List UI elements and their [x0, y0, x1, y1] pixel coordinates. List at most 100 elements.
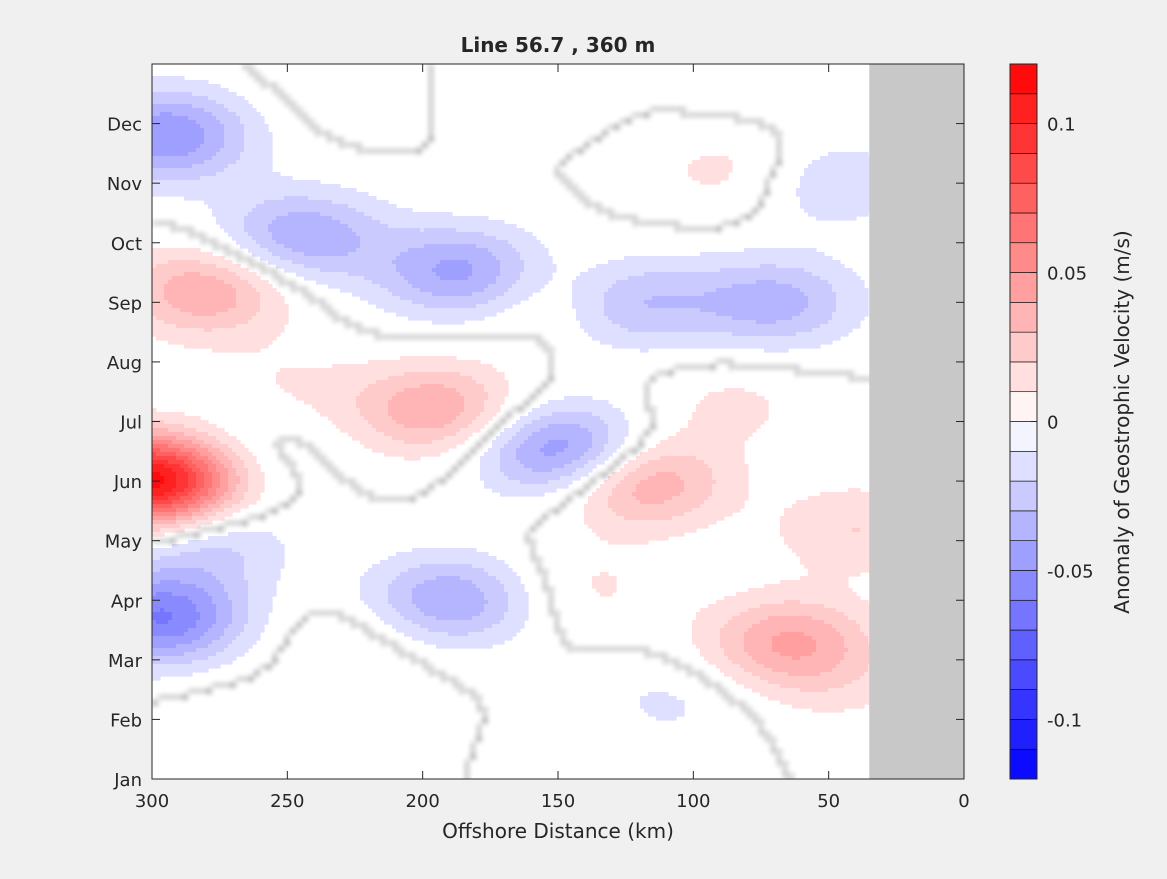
heatmap-cell [848, 168, 853, 173]
heatmap-cell [708, 320, 713, 325]
heatmap-cell [484, 272, 489, 277]
heatmap-cell [864, 192, 869, 197]
heatmap-cell [168, 248, 173, 253]
heatmap-cell [380, 204, 385, 209]
heatmap-cell [504, 256, 509, 261]
heatmap-cell [352, 288, 357, 293]
heatmap-cell [824, 296, 829, 301]
heatmap-cell [680, 324, 685, 329]
heatmap-cell [300, 192, 305, 197]
heatmap-cell [792, 256, 797, 261]
heatmap-cell [388, 276, 393, 281]
heatmap-cell [764, 312, 769, 317]
heatmap-cell [688, 300, 693, 305]
heatmap-cell [440, 320, 445, 325]
heatmap-cell [244, 136, 249, 141]
heatmap-cell [832, 184, 837, 189]
heatmap-cell [656, 268, 661, 273]
heatmap-cell [468, 272, 473, 277]
heatmap-cell [848, 308, 853, 313]
heatmap-cell [380, 272, 385, 277]
heatmap-cell [676, 292, 681, 297]
heatmap-cell [264, 288, 269, 293]
heatmap-cell [520, 240, 525, 245]
heatmap-cell [288, 248, 293, 253]
heatmap-cell [684, 264, 689, 269]
heatmap-cell [748, 296, 753, 301]
heatmap-cell [640, 300, 645, 305]
heatmap-cell [156, 92, 161, 97]
heatmap-cell [640, 280, 645, 285]
heatmap-cell [728, 272, 733, 277]
heatmap-cell [172, 312, 177, 317]
heatmap-cell [800, 256, 805, 261]
heatmap-cell [820, 260, 825, 265]
heatmap-cell [716, 304, 721, 309]
heatmap-cell [244, 112, 249, 117]
heatmap-cell [232, 160, 237, 165]
heatmap-cell [180, 176, 185, 181]
heatmap-cell [456, 284, 461, 289]
heatmap-cell [732, 320, 737, 325]
heatmap-cell [176, 304, 181, 309]
heatmap-cell [596, 272, 601, 277]
heatmap-cell [672, 264, 677, 269]
heatmap-cell [344, 228, 349, 233]
heatmap-cell [864, 296, 869, 301]
heatmap-cell [176, 256, 181, 261]
heatmap-cell [524, 264, 529, 269]
heatmap-cell [224, 156, 229, 161]
heatmap-cell [404, 228, 409, 233]
heatmap-cell [864, 176, 869, 181]
heatmap-cell [192, 304, 197, 309]
heatmap-cell [848, 212, 853, 217]
heatmap-cell [424, 300, 429, 305]
heatmap-cell [532, 280, 537, 285]
heatmap-cell [228, 216, 233, 221]
heatmap-cell [400, 268, 405, 273]
heatmap-cell [864, 152, 869, 157]
heatmap-cell [828, 184, 833, 189]
heatmap-cell [704, 292, 709, 297]
heatmap-cell [728, 260, 733, 265]
heatmap-cell [332, 276, 337, 281]
heatmap-cell [708, 156, 713, 161]
heatmap-cell [176, 180, 181, 185]
heatmap-cell [396, 212, 401, 217]
heatmap-cell [324, 216, 329, 221]
heatmap-cell [184, 152, 189, 157]
heatmap-cell [700, 288, 705, 293]
heatmap-cell [708, 272, 713, 277]
heatmap-cell [668, 284, 673, 289]
heatmap-cell [164, 176, 169, 181]
heatmap-cell [288, 264, 293, 269]
heatmap-cell [208, 152, 213, 157]
heatmap-cell [280, 308, 285, 313]
heatmap-cell [828, 172, 833, 177]
heatmap-cell [412, 244, 417, 249]
heatmap-cell [508, 228, 513, 233]
heatmap-cell [624, 280, 629, 285]
heatmap-cell [268, 296, 273, 301]
heatmap-cell [584, 300, 589, 305]
heatmap-cell [280, 228, 285, 233]
heatmap-cell [768, 304, 773, 309]
heatmap-cell [240, 220, 245, 225]
heatmap-cell [228, 164, 233, 169]
heatmap-cell [304, 272, 309, 277]
heatmap-cell [820, 252, 825, 257]
heatmap-cell [196, 260, 201, 265]
heatmap-cell [260, 328, 265, 333]
heatmap-cell [268, 208, 273, 213]
heatmap-cell [168, 324, 173, 329]
heatmap-cell [800, 192, 805, 197]
heatmap-cell [680, 300, 685, 305]
heatmap-cell [172, 116, 177, 121]
heatmap-cell [216, 264, 221, 269]
heatmap-cell [600, 328, 605, 333]
heatmap-cell [680, 304, 685, 309]
heatmap-cell [316, 264, 321, 269]
heatmap-cell [316, 248, 321, 253]
heatmap-cell [784, 264, 789, 269]
heatmap-cell [248, 160, 253, 165]
